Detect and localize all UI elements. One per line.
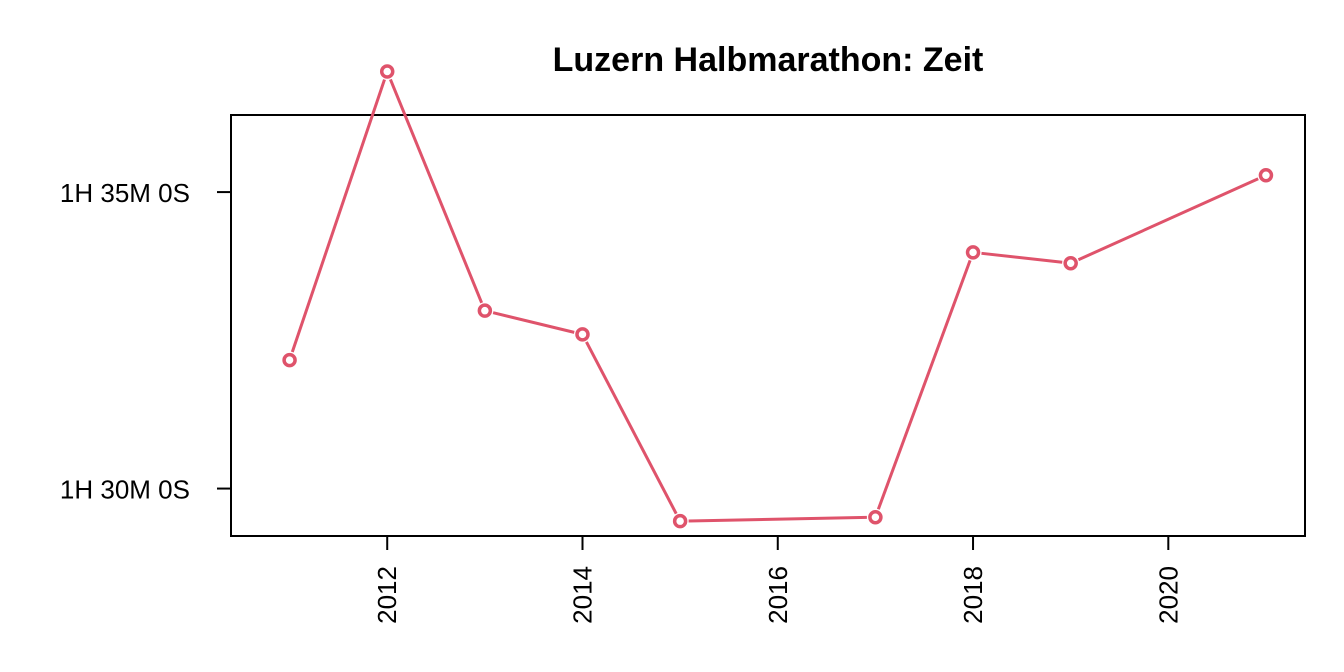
data-point xyxy=(1063,255,1078,271)
y-tick-label: 1H 30M 0S xyxy=(60,475,190,505)
x-tick-label: 2018 xyxy=(958,566,988,624)
series-line-segment xyxy=(389,78,484,304)
data-point xyxy=(1258,168,1274,183)
data-point xyxy=(477,303,493,318)
x-tick-label: 2014 xyxy=(567,566,597,624)
x-tick-label: 2016 xyxy=(763,566,793,624)
series-line-segment xyxy=(290,79,386,353)
data-point xyxy=(575,327,590,342)
series-line-segment xyxy=(492,311,575,334)
series-line-segment xyxy=(876,259,972,510)
series-layer xyxy=(282,64,1274,529)
plot-frame xyxy=(230,114,1306,537)
series-line-segment xyxy=(688,515,867,523)
series-line-segment xyxy=(981,251,1063,264)
data-point xyxy=(379,64,395,79)
data-point xyxy=(868,509,883,525)
data-point xyxy=(282,352,297,368)
y-axis: 1H 30M 0S 1H 35M 0S xyxy=(60,178,232,505)
x-tick-label: 2020 xyxy=(1153,566,1183,624)
chart-title: Luzern Halbmarathon: Zeit xyxy=(553,41,984,79)
series-line-segment xyxy=(585,341,678,515)
x-axis: 2012 2014 2016 2018 2020 xyxy=(372,535,1183,624)
x-tick-label: 2012 xyxy=(372,566,402,624)
series-line-segment xyxy=(1077,177,1259,262)
y-tick-label: 1H 35M 0S xyxy=(60,178,190,208)
data-point xyxy=(965,245,981,260)
data-point xyxy=(672,513,688,529)
